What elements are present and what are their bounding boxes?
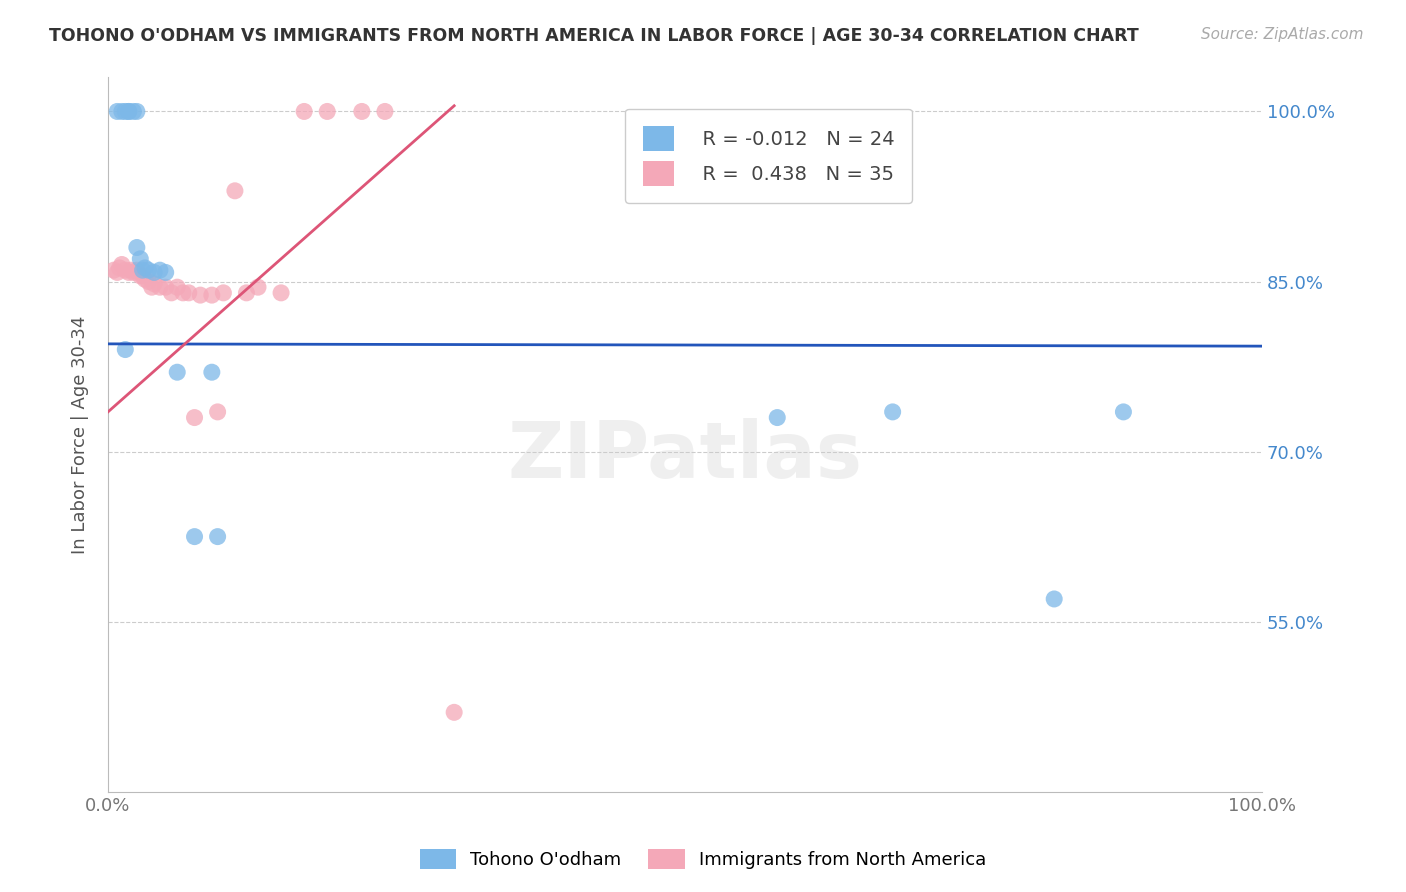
Point bbox=[131, 263, 153, 277]
Point bbox=[111, 104, 134, 119]
Point bbox=[138, 263, 160, 277]
Point bbox=[374, 104, 396, 119]
Point bbox=[125, 240, 148, 254]
Point bbox=[141, 280, 163, 294]
Point bbox=[443, 706, 465, 720]
Point bbox=[224, 184, 246, 198]
Point bbox=[103, 263, 125, 277]
Point bbox=[105, 265, 128, 279]
Point bbox=[149, 280, 172, 294]
Point bbox=[143, 277, 166, 291]
Text: TOHONO O'ODHAM VS IMMIGRANTS FROM NORTH AMERICA IN LABOR FORCE | AGE 30-34 CORRE: TOHONO O'ODHAM VS IMMIGRANTS FROM NORTH … bbox=[49, 27, 1139, 45]
Point bbox=[246, 280, 269, 294]
Point bbox=[316, 104, 339, 119]
Legend: Tohono O'odham, Immigrants from North America: Tohono O'odham, Immigrants from North Am… bbox=[411, 839, 995, 879]
Point bbox=[766, 410, 789, 425]
Point bbox=[292, 104, 315, 119]
Legend:   R = -0.012   N = 24,   R =  0.438   N = 35: R = -0.012 N = 24, R = 0.438 N = 35 bbox=[626, 109, 911, 203]
Point bbox=[120, 263, 142, 277]
Point bbox=[172, 285, 194, 300]
Point bbox=[177, 285, 200, 300]
Text: Source: ZipAtlas.com: Source: ZipAtlas.com bbox=[1201, 27, 1364, 42]
Point bbox=[131, 268, 153, 283]
Point bbox=[149, 263, 172, 277]
Point bbox=[183, 530, 205, 544]
Point bbox=[114, 104, 136, 119]
Point bbox=[125, 263, 148, 277]
Point bbox=[1043, 591, 1066, 606]
Point bbox=[118, 104, 141, 119]
Point bbox=[122, 265, 145, 279]
Point bbox=[122, 104, 145, 119]
Point bbox=[350, 104, 373, 119]
Point bbox=[166, 365, 188, 379]
Point bbox=[108, 260, 131, 275]
Point bbox=[166, 280, 188, 294]
Point bbox=[155, 280, 177, 294]
Point bbox=[155, 265, 177, 279]
Point bbox=[134, 272, 156, 286]
Point bbox=[134, 260, 156, 275]
Point bbox=[143, 265, 166, 279]
Y-axis label: In Labor Force | Age 30-34: In Labor Force | Age 30-34 bbox=[72, 316, 89, 554]
Point bbox=[188, 288, 211, 302]
Point bbox=[207, 530, 229, 544]
Point bbox=[129, 268, 152, 283]
Point bbox=[207, 405, 229, 419]
Point bbox=[114, 263, 136, 277]
Point bbox=[270, 285, 292, 300]
Point bbox=[125, 104, 148, 119]
Point bbox=[183, 410, 205, 425]
Point bbox=[1112, 405, 1135, 419]
Text: ZIPatlas: ZIPatlas bbox=[508, 418, 862, 494]
Point bbox=[118, 104, 141, 119]
Point bbox=[111, 258, 134, 272]
Point bbox=[138, 275, 160, 289]
Point bbox=[160, 285, 183, 300]
Point bbox=[129, 252, 152, 266]
Point bbox=[882, 405, 904, 419]
Point bbox=[114, 343, 136, 357]
Point bbox=[235, 285, 257, 300]
Point bbox=[212, 285, 235, 300]
Point bbox=[201, 365, 224, 379]
Point bbox=[105, 104, 128, 119]
Point bbox=[201, 288, 224, 302]
Point bbox=[118, 265, 141, 279]
